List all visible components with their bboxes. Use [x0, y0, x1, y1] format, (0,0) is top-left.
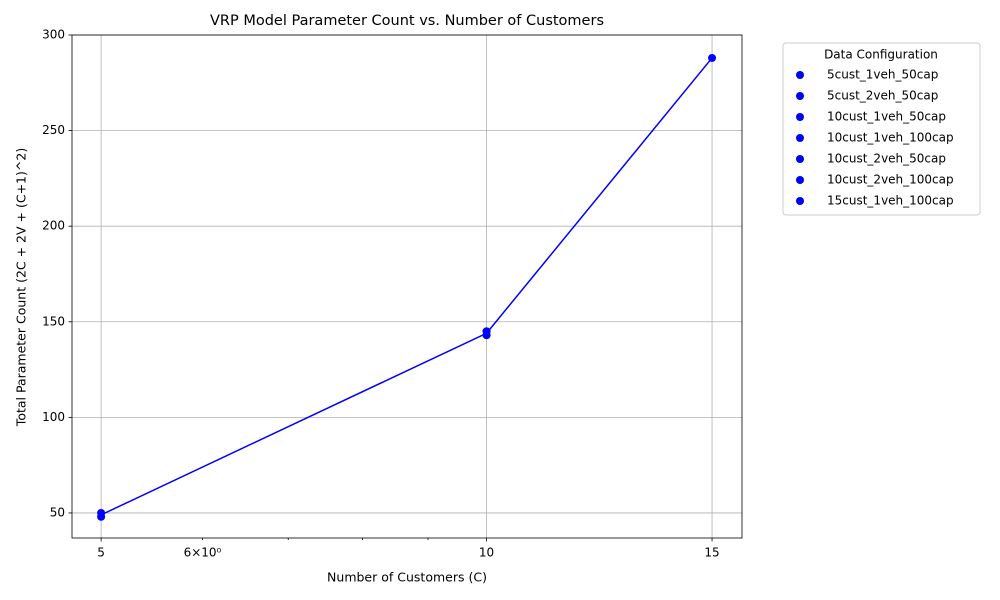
legend-box — [782, 42, 981, 216]
point — [708, 53, 717, 62]
legend-marker — [796, 176, 804, 184]
x-axis-label: Number of Customers (C) — [327, 570, 487, 585]
legend-marker — [796, 197, 804, 205]
y-axis-label: Total Parameter Count (2C + 2V + (C+1)^2… — [14, 148, 29, 427]
legend-title: Data Configuration — [824, 48, 938, 62]
legend-label: 15cust_1veh_100cap — [827, 194, 954, 208]
point — [482, 327, 491, 336]
legend-marker — [796, 134, 804, 142]
y-tick-label: 50 — [50, 505, 65, 519]
legend-label: 10cust_2veh_100cap — [827, 173, 954, 187]
y-tick-label: 250 — [42, 123, 65, 137]
legend-label: 5cust_1veh_50cap — [827, 68, 938, 82]
plot-frame — [71, 34, 743, 539]
x-tick-label: 6×10⁰ — [184, 546, 222, 560]
legend-marker — [796, 92, 804, 100]
legend-marker — [796, 155, 804, 163]
x-tick-label: 10 — [479, 546, 494, 560]
legend-label: 10cust_1veh_50cap — [827, 110, 946, 124]
y-tick-label: 300 — [42, 28, 65, 42]
trend-line — [100, 57, 713, 516]
legend-label: 10cust_2veh_50cap — [827, 152, 946, 166]
x-tick-label: 15 — [704, 546, 719, 560]
legend-marker — [796, 71, 804, 79]
y-tick-label: 200 — [42, 219, 65, 233]
legend-label: 5cust_2veh_50cap — [827, 89, 938, 103]
legend-marker — [796, 113, 804, 121]
y-tick-label: 150 — [42, 314, 65, 328]
y-tick-label: 100 — [42, 410, 65, 424]
legend-label: 10cust_1veh_100cap — [827, 131, 954, 145]
chart-title: VRP Model Parameter Count vs. Number of … — [210, 13, 604, 29]
point — [97, 508, 106, 517]
x-tick-label: 5 — [97, 546, 105, 560]
